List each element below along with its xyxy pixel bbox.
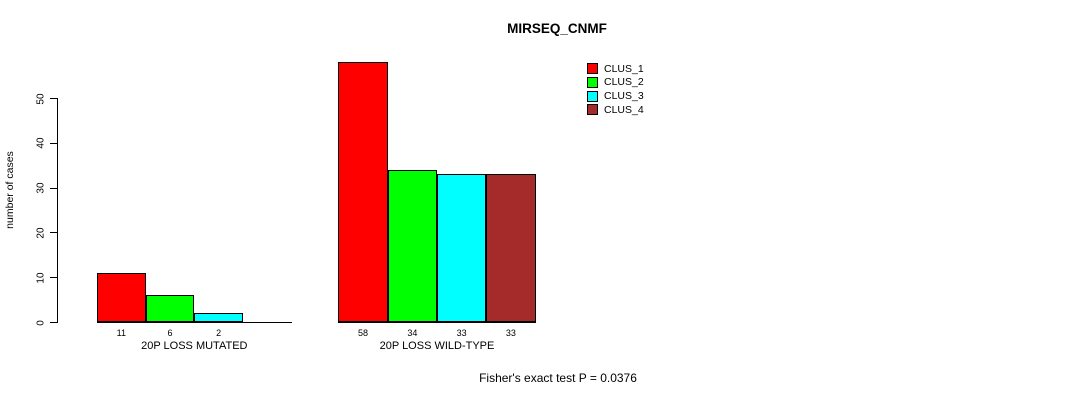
- y-axis-tick: [50, 322, 57, 323]
- bar-clus-4-group-2: [486, 174, 536, 322]
- legend-label-clus-2: CLUS_2: [604, 76, 644, 89]
- legend-swatch-clus-1: [587, 63, 598, 74]
- bar-value-label: 58: [358, 328, 369, 338]
- legend-label-clus-3: CLUS_3: [604, 90, 644, 103]
- legend-label-clus-1: CLUS_1: [604, 62, 644, 75]
- legend-swatch-clus-4: [587, 104, 598, 116]
- bar-clus-2-group-2: [387, 169, 437, 322]
- y-axis-tick: [50, 232, 57, 234]
- legend-swatch-clus-2: [587, 76, 598, 88]
- fisher-test-annotation: Fisher's exact test P = 0.0376: [479, 371, 637, 385]
- bar-clus-1-group-2: [338, 62, 388, 322]
- group-label: 20P LOSS MUTATED: [141, 340, 248, 352]
- bar-value-label: 33: [505, 328, 516, 338]
- bar-clus-1-group-1: [97, 272, 146, 322]
- chart-title: MIRSEQ_CNMF: [507, 21, 607, 36]
- bar-clus-2-group-1: [145, 295, 195, 322]
- y-axis-line: [57, 98, 58, 323]
- y-axis-tick: [50, 277, 57, 279]
- y-axis-tick: [50, 142, 57, 144]
- y-axis-tick-label: 0: [35, 319, 47, 326]
- group-baseline: [97, 322, 292, 323]
- bar-value-label: 11: [116, 328, 126, 338]
- y-axis-tick-label: 20: [35, 227, 47, 239]
- y-axis-tick-label: 10: [35, 272, 47, 284]
- bar-value-label: 33: [456, 328, 467, 338]
- y-axis-tick-label: 30: [35, 182, 47, 194]
- y-axis-tick: [50, 98, 57, 99]
- bar-value-label: 2: [216, 328, 222, 338]
- group-label: 20P LOSS WILD-TYPE: [379, 340, 495, 352]
- y-axis-tick-label: 50: [35, 92, 47, 105]
- bar-clus-3-group-2: [437, 174, 487, 322]
- bar-value-label: 6: [167, 328, 173, 338]
- y-axis-label: number of cases: [4, 151, 16, 229]
- y-axis-tick: [50, 187, 57, 189]
- y-axis-tick-label: 40: [35, 137, 47, 149]
- legend-swatch-clus-3: [587, 90, 598, 102]
- bar-clus-3-group-1: [194, 313, 243, 322]
- legend-label-clus-4: CLUS_4: [604, 103, 644, 116]
- bar-value-label: 34: [407, 328, 418, 338]
- group-baseline: [338, 322, 536, 323]
